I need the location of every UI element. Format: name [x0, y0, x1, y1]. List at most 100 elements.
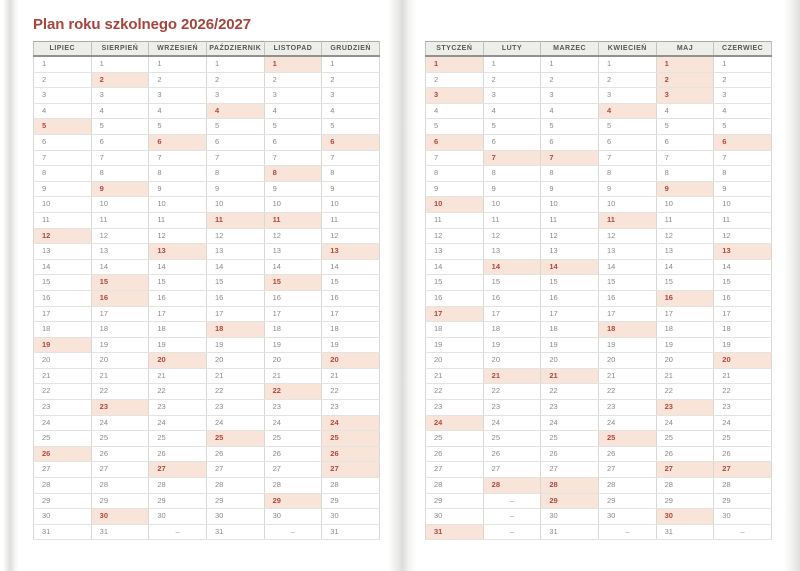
day-cell: 18	[148, 321, 207, 338]
day-cell: 5	[148, 118, 207, 135]
day-cell: 23	[33, 399, 92, 416]
day-cell: 14	[321, 259, 380, 276]
day-cell: 11	[148, 212, 207, 229]
day-cell: 9	[597, 181, 657, 198]
day-cell: 16	[597, 290, 657, 307]
day-cell: 4	[482, 103, 542, 120]
day-cell: 3	[90, 87, 150, 104]
day-cell: 26	[148, 446, 207, 463]
day-cell: 27	[90, 461, 150, 479]
day-cell: 19	[482, 337, 542, 354]
day-cell: 4	[263, 103, 323, 120]
day-cell: 30	[713, 508, 772, 525]
day-cell: 16	[713, 290, 772, 307]
month-header: KWIECIEŃ	[597, 41, 657, 57]
day-cell: 23	[321, 399, 380, 416]
day-cell: 7	[205, 150, 265, 167]
day-row: 12 12 12 12 12 12	[33, 228, 380, 245]
day-cell: 25	[425, 430, 484, 447]
day-cell: 10	[148, 196, 207, 213]
month-header: STYCZEŃ	[425, 41, 484, 57]
day-row: 23 23 23 23 23 23	[425, 399, 772, 416]
day-cell: 18	[425, 321, 484, 338]
day-cell: 1	[90, 56, 150, 73]
day-cell: 17	[321, 306, 380, 323]
day-cell-holiday: 17	[425, 306, 484, 323]
day-cell: 5	[713, 118, 772, 135]
day-cell: 20	[33, 352, 92, 369]
day-cell: 9	[540, 181, 599, 198]
day-cell-holiday: 13	[321, 243, 380, 260]
day-cell: 8	[321, 165, 380, 182]
page-edge-shadow-left	[3, 0, 19, 571]
day-cell: 24	[33, 415, 92, 432]
month-header-row: LIPIEC SIERPIEŃ WRZESIEŃ PAŹDZIERNIK LISTOPA…	[33, 41, 380, 57]
day-cell: 2	[33, 72, 92, 89]
day-cell: 29	[713, 493, 772, 510]
day-cell: 2	[425, 72, 484, 89]
day-cell: 21	[263, 368, 323, 385]
day-cell: 7	[425, 150, 484, 167]
day-cell: 20	[205, 352, 265, 369]
day-cell: 21	[148, 368, 207, 385]
day-cell: 10	[263, 196, 323, 213]
day-cell: 12	[540, 228, 599, 245]
day-cell: 8	[148, 165, 207, 182]
day-cell: 1	[713, 56, 772, 73]
day-cell: 9	[205, 181, 265, 198]
day-cell: 12	[205, 228, 265, 245]
day-cell: 30	[321, 508, 380, 525]
day-row: 24 24 24 24 24 24	[33, 415, 380, 432]
day-cell: 5	[597, 118, 657, 135]
day-cell-holiday: 6	[425, 134, 484, 151]
day-cell: 22	[321, 383, 380, 401]
day-cell: 31	[655, 524, 715, 541]
day-cell: 8	[655, 165, 715, 182]
day-cell: 16	[263, 290, 323, 307]
day-cell-holiday: 16	[655, 290, 715, 307]
day-cell: 31	[205, 524, 265, 541]
day-cell: 27	[540, 461, 599, 479]
day-cell: 16	[33, 290, 92, 307]
day-row: 28 28 28 28 28 28	[425, 477, 772, 494]
day-cell-holiday: 18	[205, 321, 265, 338]
day-cell: 17	[713, 306, 772, 323]
day-cell: 26	[90, 446, 150, 463]
day-cell: 19	[90, 337, 150, 354]
empty-day-cell: –	[263, 524, 323, 541]
day-cell: 7	[148, 150, 207, 167]
day-row: 26 26 26 26 26 26	[425, 446, 772, 463]
calendar-table-2026: LIPIEC SIERPIEŃ WRZESIEŃ PAŹDZIERNIK LISTOPA…	[33, 41, 380, 541]
day-cell: 5	[482, 118, 542, 135]
day-cell: 11	[540, 212, 599, 229]
month-header-row: STYCZEŃ LUTY MARZEC KWIECIEŃ MAJ CZERWIEC	[425, 41, 772, 57]
day-cell: 1	[205, 56, 265, 73]
day-cell-holiday: 26	[321, 446, 380, 463]
day-row: 23 23 23 23 23 23	[33, 399, 380, 416]
page-edge-shadow-right	[784, 0, 800, 571]
day-cell: 26	[540, 446, 599, 463]
day-cell: 5	[425, 118, 484, 135]
day-row: 18 18 18 18 18 18	[425, 321, 772, 338]
day-row: 28 28 28 28 28 28	[33, 477, 380, 494]
day-cell-holiday: 27	[655, 461, 715, 479]
day-cell: 21	[597, 368, 657, 385]
day-cell: 17	[148, 306, 207, 323]
day-cell: 5	[205, 118, 265, 135]
day-cell: 28	[425, 477, 484, 494]
day-row: 22 22 22 22 22 22	[33, 383, 380, 401]
calendar-table-2027: STYCZEŃ LUTY MARZEC KWIECIEŃ MAJ CZERWIEC 1 1 1 1…	[425, 41, 772, 541]
day-cell-holiday: 27	[321, 461, 380, 479]
day-cell: 14	[597, 259, 657, 276]
day-cell: 17	[540, 306, 599, 323]
day-cell-holiday: 9	[655, 181, 715, 198]
day-cell: 6	[482, 134, 542, 151]
day-cell: 26	[655, 446, 715, 463]
day-cell: 3	[205, 87, 265, 104]
day-cell: 9	[713, 181, 772, 198]
day-cell: 29	[90, 493, 150, 510]
day-cell: 4	[90, 103, 150, 120]
day-cell: 27	[205, 461, 265, 479]
